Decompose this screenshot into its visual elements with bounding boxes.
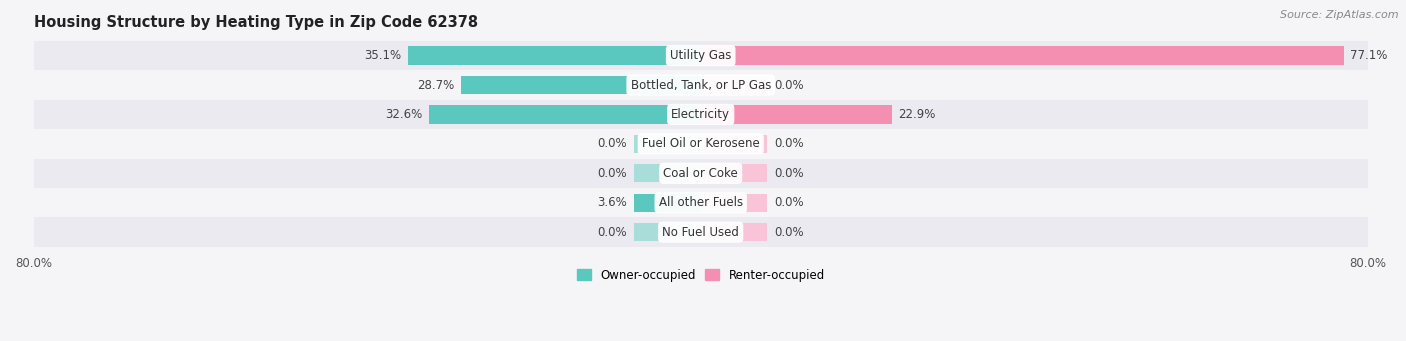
Text: 0.0%: 0.0% [598, 167, 627, 180]
Text: 0.0%: 0.0% [775, 167, 804, 180]
Text: Bottled, Tank, or LP Gas: Bottled, Tank, or LP Gas [630, 78, 770, 91]
Bar [700, 135, 768, 153]
Bar [461, 76, 700, 94]
Legend: Owner-occupied, Renter-occupied: Owner-occupied, Renter-occupied [572, 264, 830, 286]
Text: Utility Gas: Utility Gas [671, 49, 731, 62]
Bar [700, 105, 891, 123]
Bar [34, 129, 1368, 159]
Text: 0.0%: 0.0% [598, 137, 627, 150]
Text: 32.6%: 32.6% [385, 108, 422, 121]
Bar [634, 194, 700, 212]
Bar [700, 194, 768, 212]
Text: Source: ZipAtlas.com: Source: ZipAtlas.com [1281, 10, 1399, 20]
Bar [429, 105, 700, 123]
Text: 28.7%: 28.7% [418, 78, 454, 91]
Text: 0.0%: 0.0% [775, 137, 804, 150]
Bar [700, 223, 768, 241]
Text: Fuel Oil or Kerosene: Fuel Oil or Kerosene [641, 137, 759, 150]
Text: 3.6%: 3.6% [598, 196, 627, 209]
Bar [700, 46, 1344, 65]
Bar [700, 164, 768, 182]
Text: Coal or Coke: Coal or Coke [664, 167, 738, 180]
Text: Electricity: Electricity [671, 108, 730, 121]
Bar [634, 164, 700, 182]
Text: 0.0%: 0.0% [598, 226, 627, 239]
Text: 35.1%: 35.1% [364, 49, 401, 62]
Text: 0.0%: 0.0% [775, 196, 804, 209]
Bar [634, 223, 700, 241]
Text: 22.9%: 22.9% [898, 108, 936, 121]
Bar [408, 46, 700, 65]
Bar [34, 41, 1368, 70]
Text: All other Fuels: All other Fuels [658, 196, 742, 209]
Text: 77.1%: 77.1% [1350, 49, 1388, 62]
Text: No Fuel Used: No Fuel Used [662, 226, 740, 239]
Text: 0.0%: 0.0% [775, 78, 804, 91]
Bar [34, 159, 1368, 188]
Bar [34, 188, 1368, 218]
Bar [34, 218, 1368, 247]
Bar [34, 70, 1368, 100]
Text: 0.0%: 0.0% [775, 226, 804, 239]
Bar [700, 76, 768, 94]
Bar [34, 100, 1368, 129]
Bar [634, 135, 700, 153]
Text: Housing Structure by Heating Type in Zip Code 62378: Housing Structure by Heating Type in Zip… [34, 15, 478, 30]
